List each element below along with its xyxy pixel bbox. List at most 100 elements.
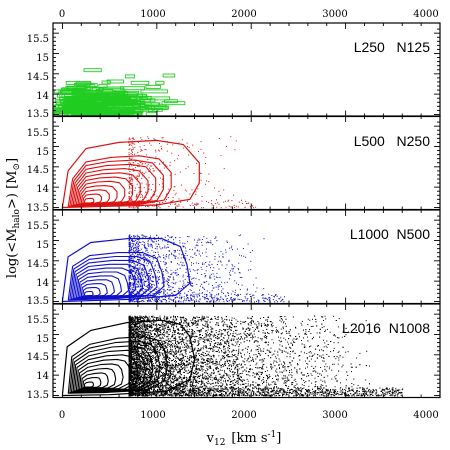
scatter-point <box>129 148 131 150</box>
scatter-point <box>195 193 197 195</box>
scatter-point <box>248 202 250 204</box>
scatter-point <box>279 360 281 362</box>
scatter-point <box>245 297 247 299</box>
scatter-point <box>242 300 243 302</box>
scatter-point <box>149 277 151 279</box>
scatter-point <box>153 293 155 294</box>
scatter-point <box>137 238 139 240</box>
scatter-point <box>143 173 145 174</box>
scatter-point <box>237 268 239 269</box>
scatter-point <box>258 299 260 301</box>
scatter-point <box>159 299 161 301</box>
scatter-point <box>132 259 134 261</box>
scatter-point <box>171 282 173 284</box>
scatter-point <box>221 290 223 292</box>
scatter-point <box>214 278 216 280</box>
scatter-point <box>214 238 216 239</box>
scatter-point <box>132 146 134 148</box>
scatter-point <box>207 301 209 303</box>
scatter-point <box>135 270 137 272</box>
scatter-point <box>130 300 132 301</box>
scatter-point <box>202 295 204 297</box>
scatter-point <box>194 239 195 241</box>
scatter-point <box>154 248 156 250</box>
scatter-point <box>206 256 208 258</box>
scatter-point <box>218 373 220 375</box>
panel-2-plot <box>61 136 257 209</box>
scatter-point <box>142 300 144 302</box>
scatter-point <box>161 300 163 302</box>
scatter-point <box>137 293 139 295</box>
scatter-point <box>154 298 156 300</box>
scatter-point <box>188 259 190 261</box>
scatter-point <box>151 287 153 289</box>
scatter-point <box>143 187 145 189</box>
scatter-point <box>167 279 169 281</box>
scatter-point <box>148 188 150 190</box>
scatter-point <box>228 278 230 280</box>
scatter-point <box>212 331 214 333</box>
scatter-point <box>211 297 212 299</box>
scatter-point <box>138 192 140 194</box>
scatter-point <box>146 249 148 251</box>
scatter-point <box>269 298 271 300</box>
scatter-point <box>175 269 177 271</box>
scatter-point <box>158 236 159 238</box>
scatter-point <box>138 273 140 275</box>
scatter-point <box>205 298 207 299</box>
scatter-point <box>162 240 164 242</box>
scatter-point <box>196 241 198 243</box>
scatter-point <box>173 254 175 256</box>
scatter-point <box>132 256 134 258</box>
scatter-point <box>153 205 155 207</box>
scatter-point <box>137 272 139 274</box>
scatter-point <box>138 173 140 175</box>
scatter-point <box>130 180 132 182</box>
scatter-point <box>132 207 134 209</box>
scatter-point <box>141 268 143 270</box>
scatter-point <box>151 270 152 272</box>
scatter-point <box>229 247 231 249</box>
scatter-point <box>233 299 235 301</box>
scatter-point <box>157 283 159 285</box>
scatter-point <box>157 292 159 294</box>
scatter-point <box>192 285 194 287</box>
scatter-point <box>251 204 253 206</box>
contour-block <box>103 107 119 112</box>
scatter-point <box>180 292 182 294</box>
scatter-point <box>191 350 192 352</box>
scatter-point <box>189 205 191 206</box>
contour-level <box>72 168 149 206</box>
scatter-point <box>165 366 166 368</box>
scatter-point <box>220 296 222 298</box>
scatter-point <box>166 150 168 152</box>
scatter-point <box>141 287 143 289</box>
scatter-point <box>139 169 141 171</box>
scatter-point <box>156 295 158 297</box>
scatter-point <box>139 293 141 295</box>
scatter-point <box>167 235 169 237</box>
scatter-point <box>137 235 139 237</box>
scatter-point <box>171 292 173 294</box>
scatter-point <box>129 199 131 201</box>
scatter-point <box>159 256 161 258</box>
scatter-point <box>185 325 186 327</box>
scatter-point <box>191 278 193 280</box>
scatter-point <box>147 255 149 257</box>
scatter-point <box>134 190 136 191</box>
scatter-point <box>128 257 130 258</box>
contour-outer <box>61 237 191 303</box>
scatter-point <box>137 241 139 243</box>
scatter-point <box>257 299 259 301</box>
scatter-point <box>131 278 133 280</box>
scatter-point <box>132 257 134 259</box>
scatter-point <box>128 161 130 163</box>
scatter-point <box>158 299 159 300</box>
scatter-point <box>138 286 140 288</box>
scatter-point <box>136 234 138 236</box>
scatter-point <box>187 281 189 283</box>
scatter-point <box>137 257 139 259</box>
scatter-point <box>175 282 177 284</box>
scatter-point <box>129 300 131 302</box>
scatter-point <box>210 301 212 303</box>
